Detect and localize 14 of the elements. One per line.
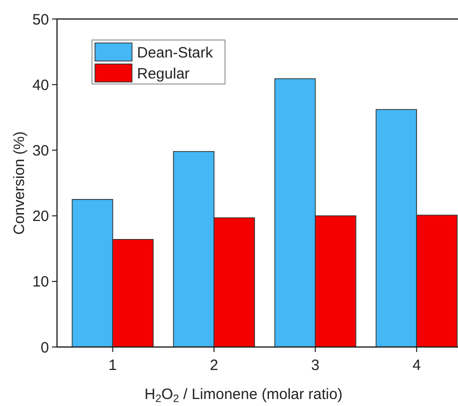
y-tick-label: 0 [40,339,49,356]
x-tick-label: 3 [311,357,320,374]
legend-label: Dean-Stark [137,44,214,62]
y-tick-label: 50 [32,11,49,28]
x-tick-label: 2 [210,357,218,374]
legend-label: Regular [137,65,190,82]
x-tick-label: 1 [108,357,117,374]
y-tick-label: 30 [32,142,49,160]
x-axis-title: H$_{2}$O$_{2}$ / Limonene (molar ratio) [144,386,342,405]
y-tick-label: 40 [32,76,49,94]
y-axis-title: Conversion (%) [11,131,28,235]
y-tick-label: 20 [32,208,49,226]
x-tick-label: 4 [412,357,421,374]
y-tick-label: 10 [32,274,49,291]
